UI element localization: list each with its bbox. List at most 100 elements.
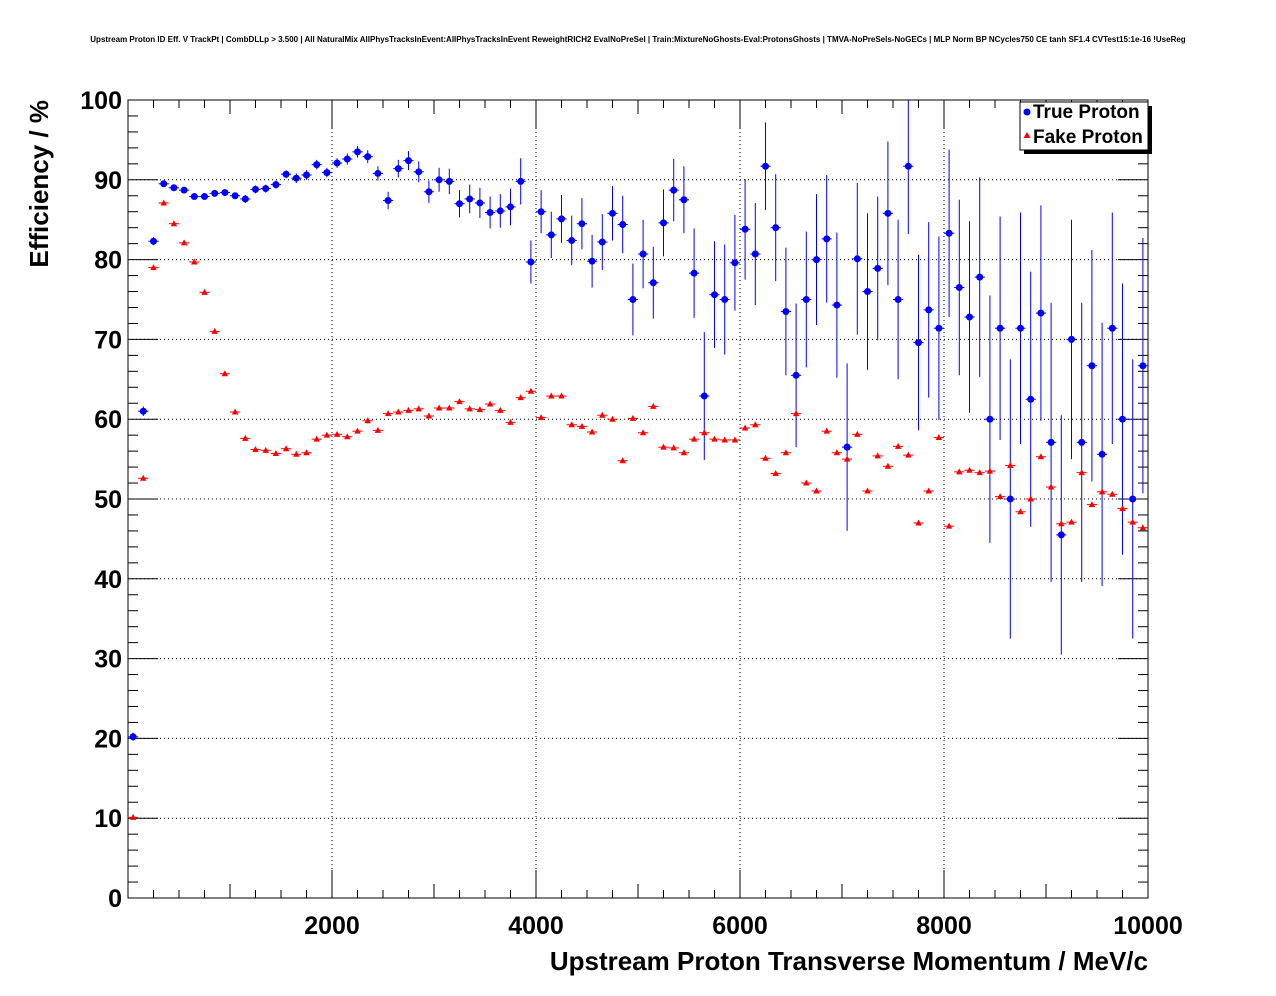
data-point (343, 155, 351, 163)
data-point (864, 487, 871, 494)
data-point (221, 370, 229, 377)
data-point (1098, 488, 1106, 495)
data-point (690, 435, 698, 442)
data-point (1068, 335, 1075, 343)
data-point (894, 442, 902, 449)
data-point (598, 238, 606, 246)
data-point (364, 153, 372, 161)
x-tick-label: 8000 (916, 912, 972, 940)
data-point (354, 427, 361, 434)
data-point (1037, 309, 1045, 317)
data-point (884, 462, 892, 469)
data-point (843, 455, 851, 462)
data-point (139, 407, 147, 415)
data-point (201, 193, 208, 201)
data-point (313, 161, 321, 169)
series-true-proton (128, 100, 1148, 741)
data-point (558, 392, 565, 399)
data-point (853, 255, 861, 263)
y-tick-label: 60 (94, 406, 122, 434)
data-point (1098, 450, 1106, 458)
data-point (405, 157, 412, 165)
data-point (639, 250, 647, 258)
data-point (1108, 324, 1116, 332)
data-point (425, 412, 433, 419)
data-point (160, 199, 167, 206)
data-point (180, 186, 188, 194)
data-point (1027, 395, 1035, 403)
data-point (741, 424, 749, 431)
data-point (344, 433, 351, 440)
data-point (303, 449, 310, 456)
data-point (660, 443, 667, 450)
data-point (313, 435, 320, 442)
data-point (191, 258, 198, 265)
data-point (547, 231, 555, 239)
data-point (435, 404, 443, 411)
data-point (262, 446, 269, 453)
data-point (782, 449, 790, 456)
data-point (282, 445, 290, 452)
x-tick-label: 2000 (304, 912, 360, 940)
data-point (711, 435, 718, 442)
data-point (1088, 501, 1096, 508)
data-point (864, 288, 871, 296)
data-point (425, 188, 433, 196)
data-point (670, 444, 677, 451)
data-point (517, 394, 524, 401)
data-point (415, 168, 423, 176)
data-point (731, 436, 739, 443)
data-point (813, 487, 820, 494)
legend: True Proton Fake Proton (1019, 101, 1152, 154)
data-point (527, 258, 535, 266)
data-point (364, 417, 371, 424)
x-tick-label: 4000 (508, 912, 564, 940)
data-point (180, 239, 188, 246)
data-point (537, 208, 545, 216)
data-point (323, 169, 331, 177)
data-point (211, 189, 219, 197)
x-tick-label: 6000 (712, 912, 768, 940)
data-point (527, 387, 535, 394)
data-point (1047, 483, 1055, 490)
data-point (578, 220, 586, 228)
data-point (915, 519, 922, 526)
data-point (476, 199, 484, 207)
chart-title: Upstream Proton ID Eff. V TrackPt | Comb… (90, 35, 1186, 44)
x-tick-label: 10000 (1113, 912, 1183, 940)
data-point (701, 429, 708, 436)
data-point (1129, 495, 1137, 503)
data-point (456, 398, 463, 405)
data-point (140, 474, 147, 481)
data-point (1088, 362, 1096, 370)
data-point (201, 288, 208, 295)
data-point (1129, 518, 1136, 525)
y-tick-label: 70 (94, 326, 122, 354)
data-point (966, 466, 973, 473)
data-point (568, 421, 575, 428)
data-point (170, 220, 178, 227)
legend-marker-fake-proton (1023, 132, 1031, 138)
y-tick-label: 50 (94, 486, 122, 514)
data-point (1068, 518, 1075, 525)
data-point (639, 429, 647, 436)
data-point (588, 257, 596, 265)
data-point (751, 250, 759, 258)
data-point (925, 306, 933, 314)
data-point (792, 371, 800, 379)
data-point (731, 259, 739, 267)
data-point (802, 296, 810, 303)
legend-marker-true-proton (1023, 108, 1031, 116)
data-point (976, 273, 984, 281)
data-point (1119, 505, 1126, 512)
data-point (874, 452, 881, 459)
data-point (884, 209, 892, 217)
data-point (394, 165, 402, 173)
data-point (782, 307, 790, 315)
data-point (150, 237, 157, 245)
data-point (395, 408, 402, 415)
data-point (548, 392, 555, 399)
data-point (650, 402, 657, 409)
legend-box (1019, 101, 1149, 151)
data-point (700, 392, 708, 400)
